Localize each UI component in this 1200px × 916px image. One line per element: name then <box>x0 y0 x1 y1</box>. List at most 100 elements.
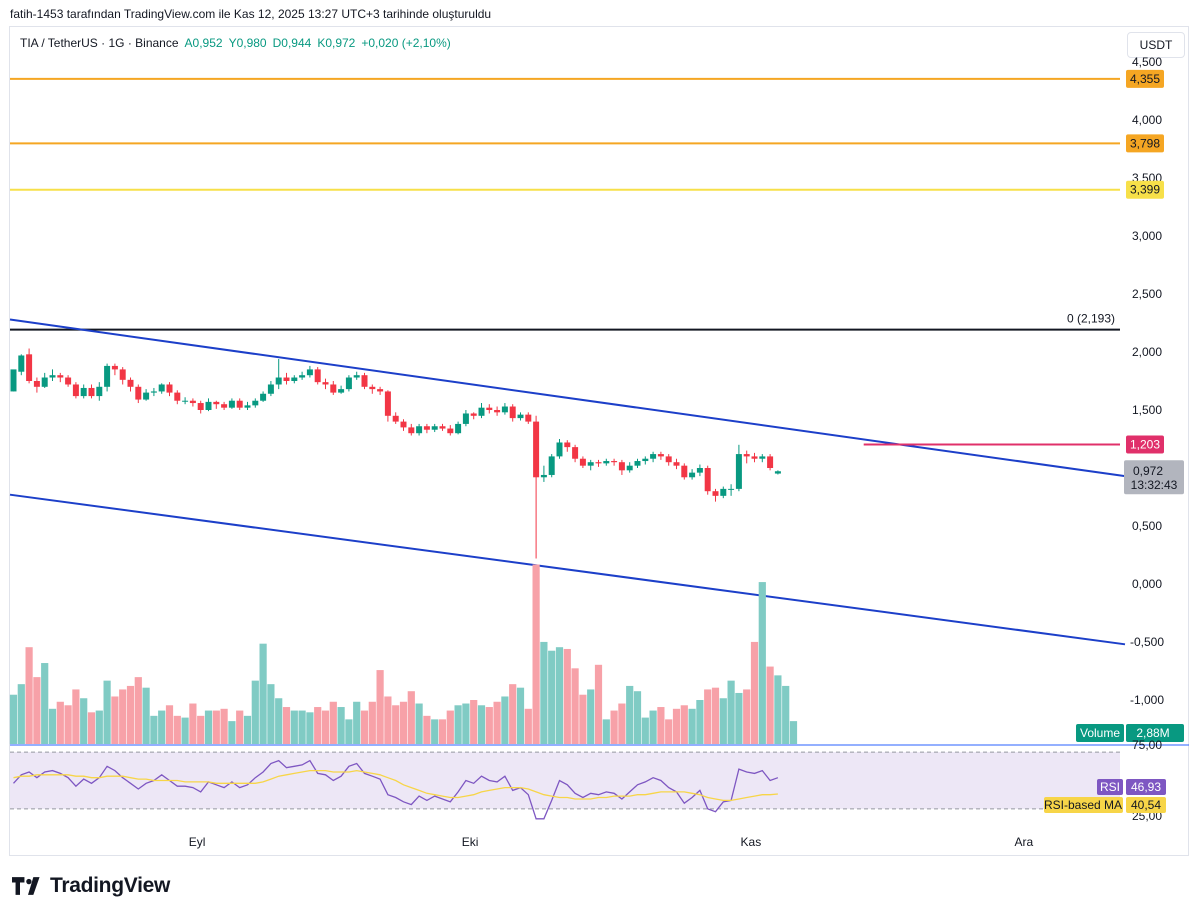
candle-body[interactable] <box>57 375 64 378</box>
candle-body[interactable] <box>439 426 446 429</box>
candle-body[interactable] <box>634 461 641 466</box>
candle-body[interactable] <box>213 401 220 405</box>
candle-body[interactable] <box>759 456 766 459</box>
candle-body[interactable] <box>369 386 376 390</box>
candle-body[interactable] <box>400 421 407 428</box>
candle-body[interactable] <box>478 407 485 416</box>
candle-body[interactable] <box>486 407 493 410</box>
candle-body[interactable] <box>618 462 625 471</box>
candle-body[interactable] <box>143 392 150 400</box>
rsi-line[interactable] <box>13 759 779 820</box>
candle-body[interactable] <box>455 423 462 434</box>
candle-body[interactable] <box>673 462 680 466</box>
candle-body[interactable] <box>540 474 547 478</box>
candle-body[interactable] <box>221 404 228 408</box>
candle-body[interactable] <box>96 386 103 397</box>
candle-body[interactable] <box>392 415 399 422</box>
candle-body[interactable] <box>205 401 212 410</box>
candle-body[interactable] <box>49 375 56 378</box>
rsi-ma-line[interactable] <box>13 769 778 802</box>
candle-body[interactable] <box>41 377 48 387</box>
candle-body[interactable] <box>353 375 360 378</box>
candle-body[interactable] <box>80 387 87 397</box>
candle-body[interactable] <box>774 471 781 474</box>
candle-body[interactable] <box>533 421 540 478</box>
candle-body[interactable] <box>260 393 267 401</box>
candle-body[interactable] <box>494 410 501 413</box>
candle-body[interactable] <box>611 461 618 463</box>
candle-body[interactable] <box>564 442 571 448</box>
candle-body[interactable] <box>595 462 602 464</box>
candle-body[interactable] <box>283 377 290 381</box>
candle-body[interactable] <box>236 400 243 408</box>
candle-body[interactable] <box>572 447 579 459</box>
candle-body[interactable] <box>587 462 594 466</box>
candle-body[interactable] <box>26 354 33 381</box>
candle-body[interactable] <box>462 413 469 424</box>
candle-body[interactable] <box>384 391 391 416</box>
candle-body[interactable] <box>174 392 181 401</box>
candle-body[interactable] <box>767 456 774 468</box>
candle-body[interactable] <box>642 458 649 462</box>
candle-body[interactable] <box>657 454 664 457</box>
candle-body[interactable] <box>579 458 586 466</box>
candle-body[interactable] <box>556 442 563 457</box>
candle-body[interactable] <box>104 365 111 387</box>
candle-body[interactable] <box>626 465 633 471</box>
candle-body[interactable] <box>728 488 735 490</box>
candle-body[interactable] <box>291 377 298 381</box>
candle-body[interactable] <box>267 384 274 394</box>
candle-body[interactable] <box>228 400 235 408</box>
candle-body[interactable] <box>377 389 384 392</box>
candle-body[interactable] <box>135 386 142 400</box>
candle-body[interactable] <box>704 468 711 492</box>
candle-body[interactable] <box>743 454 750 457</box>
candle-body[interactable] <box>751 456 758 459</box>
candle-body[interactable] <box>720 488 727 496</box>
candle-body[interactable] <box>603 461 610 464</box>
candle-body[interactable] <box>111 365 118 370</box>
candle-body[interactable] <box>33 381 40 387</box>
candle-body[interactable] <box>65 377 72 385</box>
candle-body[interactable] <box>361 375 368 387</box>
candle-body[interactable] <box>689 472 696 478</box>
candle-body[interactable] <box>423 426 430 430</box>
legend-symbol[interactable]: TIA / TetherUS · 1G · Binance <box>20 36 179 50</box>
candle-body[interactable] <box>10 369 17 392</box>
candle-body[interactable] <box>696 468 703 473</box>
candle-body[interactable] <box>252 400 259 406</box>
candle-body[interactable] <box>244 405 251 408</box>
candle-body[interactable] <box>119 369 126 380</box>
candle-body[interactable] <box>314 369 321 383</box>
candle-body[interactable] <box>548 456 555 475</box>
candle-body[interactable] <box>501 406 508 413</box>
candle-body[interactable] <box>166 384 173 393</box>
candle-body[interactable] <box>18 355 25 372</box>
candle-body[interactable] <box>299 375 306 378</box>
candle-body[interactable] <box>182 400 189 402</box>
candle-body[interactable] <box>416 426 423 434</box>
candle-body[interactable] <box>517 414 524 419</box>
candle-body[interactable] <box>345 377 352 390</box>
candle-body[interactable] <box>127 379 134 387</box>
channel-lower-line[interactable] <box>9 493 1126 646</box>
candle-body[interactable] <box>712 491 719 496</box>
candle-body[interactable] <box>408 427 415 434</box>
candle-body[interactable] <box>735 454 742 489</box>
candle-body[interactable] <box>470 413 477 416</box>
candle-body[interactable] <box>330 384 337 393</box>
candle-body[interactable] <box>447 428 454 434</box>
candle-body[interactable] <box>189 400 196 404</box>
candle-body[interactable] <box>88 387 95 397</box>
candle-body[interactable] <box>650 454 657 459</box>
channel-upper-line[interactable] <box>9 318 1126 478</box>
candle-body[interactable] <box>306 369 313 376</box>
candle-body[interactable] <box>275 377 282 385</box>
currency-button[interactable]: USDT <box>1127 32 1185 58</box>
candle-body[interactable] <box>338 389 345 393</box>
candle-body[interactable] <box>72 384 79 397</box>
candle-body[interactable] <box>197 403 204 410</box>
candle-body[interactable] <box>150 391 157 393</box>
candle-body[interactable] <box>681 465 688 478</box>
